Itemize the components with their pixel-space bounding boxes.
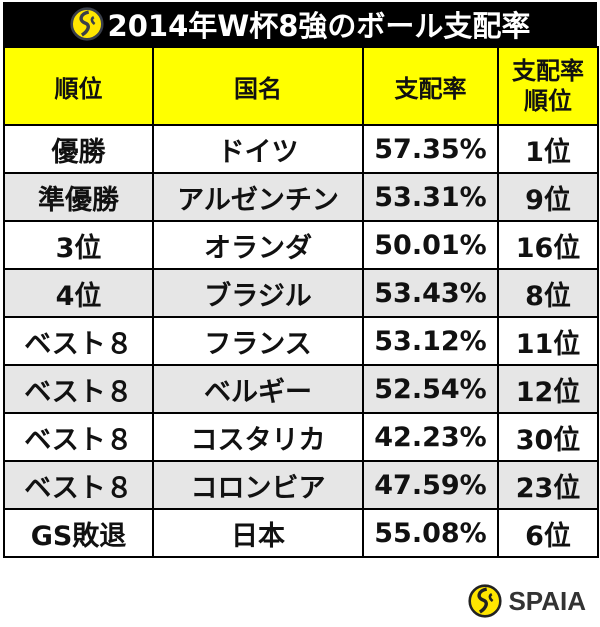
country-cell: 日本 [152,508,364,558]
brand-footer: SPAIA [468,584,586,618]
table-row: ベスト８ コロンビア 47.59% 23位 [3,460,599,510]
possession-cell: 52.54% [362,364,499,414]
possession-rank-cell: 16位 [497,220,599,270]
table-row: 4位 ブラジル 53.43% 8位 [3,268,599,318]
rank-cell: ベスト８ [3,412,154,462]
rank-cell: 4位 [3,268,154,318]
possession-rank-cell: 30位 [497,412,599,462]
possession-rank-cell: 11位 [497,316,599,366]
page-title: 2014年W杯8強のボール支配率 [107,9,531,43]
header-rank: 順位 [3,46,154,126]
possession-cell: 53.12% [362,316,499,366]
country-cell: コロンビア [152,460,364,510]
country-cell: ドイツ [152,124,364,174]
table-row: ベスト８ フランス 53.12% 11位 [3,316,599,366]
rank-cell: ベスト８ [3,364,154,414]
brand-name: SPAIA [508,585,586,616]
possession-rank-cell: 9位 [497,172,599,222]
header-country: 国名 [152,46,364,126]
possession-table-card: 2014年W杯8強のボール支配率 順位 国名 支配率 支配率 順位 優勝 ドイツ 57… [3,2,599,558]
title-bar: 2014年W杯8強のボール支配率 [3,2,597,46]
country-cell: オランダ [152,220,364,270]
table-row: 3位 オランダ 50.01% 16位 [3,220,599,270]
possession-cell: 50.01% [362,220,499,270]
possession-rank-cell: 12位 [497,364,599,414]
possession-cell: 47.59% [362,460,499,510]
spaia-logo-icon [468,584,503,618]
header-line-1: 支配率 [512,57,584,85]
table-row: GS敗退 日本 55.08% 6位 [3,508,599,558]
possession-cell: 57.35% [362,124,499,174]
country-cell: フランス [152,316,364,366]
rank-cell: 準優勝 [3,172,154,222]
possession-cell: 53.31% [362,172,499,222]
possession-cell: 55.08% [362,508,499,558]
rank-cell: ベスト８ [3,316,154,366]
possession-rank-cell: 23位 [497,460,599,510]
possession-table: 順位 国名 支配率 支配率 順位 優勝 ドイツ 57.35% 1位 準優勝 アルゼンチン 5… [3,46,599,558]
header-possession-rank: 支配率 順位 [497,46,599,126]
table-row: ベスト８ コスタリカ 42.23% 30位 [3,412,599,462]
possession-cell: 42.23% [362,412,499,462]
table-row: 優勝 ドイツ 57.35% 1位 [3,124,599,174]
rank-cell: 優勝 [3,124,154,174]
country-cell: ブラジル [152,268,364,318]
header-possession: 支配率 [362,46,499,126]
spaia-logo-icon [69,7,104,41]
possession-rank-cell: 1位 [497,124,599,174]
table-row: ベスト８ ベルギー 52.54% 12位 [3,364,599,414]
rank-cell: GS敗退 [3,508,154,558]
possession-rank-cell: 8位 [497,268,599,318]
country-cell: ベルギー [152,364,364,414]
country-cell: アルゼンチン [152,172,364,222]
rank-cell: ベスト８ [3,460,154,510]
header-line-2: 順位 [524,87,572,115]
possession-rank-cell: 6位 [497,508,599,558]
possession-cell: 53.43% [362,268,499,318]
table-row: 準優勝 アルゼンチン 53.31% 9位 [3,172,599,222]
country-cell: コスタリカ [152,412,364,462]
rank-cell: 3位 [3,220,154,270]
